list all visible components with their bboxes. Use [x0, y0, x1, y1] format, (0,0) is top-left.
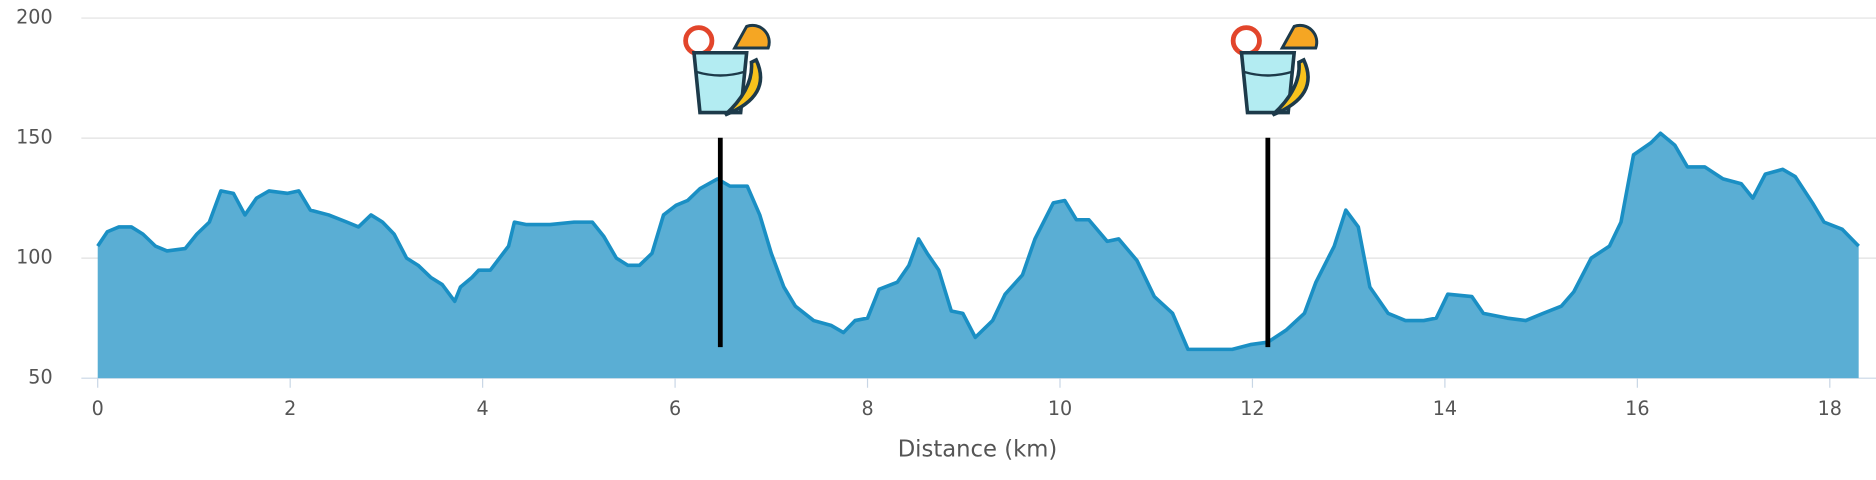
- x-tick-label: 8: [861, 397, 873, 420]
- x-tick-label: 12: [1240, 397, 1264, 420]
- y-tick-label: 200: [16, 6, 53, 29]
- aid-station-icon: [1233, 25, 1317, 115]
- x-tick-label: 18: [1818, 397, 1842, 420]
- x-tick-label: 6: [669, 397, 681, 420]
- line: [96, 131, 1860, 352]
- y-tick-label: 100: [16, 246, 53, 269]
- x-axis-label: Distance (km): [898, 436, 1058, 462]
- area: [97, 133, 1859, 379]
- y-tick-label: 50: [28, 366, 52, 389]
- x-tick-label: 2: [284, 397, 296, 420]
- aid-station-icon: [686, 25, 770, 115]
- x-tick-label: 16: [1625, 397, 1649, 420]
- y-tick-label: 150: [16, 126, 53, 149]
- x-tick-label: 10: [1048, 397, 1072, 420]
- x-tick-label: 4: [477, 397, 489, 420]
- x-tick-label: 14: [1433, 397, 1457, 420]
- x-tick-label: 0: [92, 397, 104, 420]
